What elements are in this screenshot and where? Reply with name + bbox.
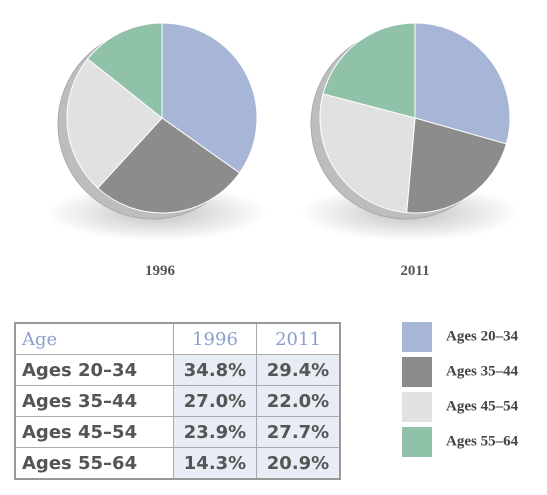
legend-label: Ages 45–54 bbox=[446, 398, 519, 414]
table-cell: Ages 20–34 bbox=[14, 354, 174, 386]
table-cell: Ages 35–44 bbox=[14, 385, 174, 417]
pie-slice bbox=[86, 22, 163, 120]
legend-swatch bbox=[402, 357, 432, 387]
legend-label: Ages 55–64 bbox=[446, 433, 519, 449]
legend-swatch bbox=[402, 392, 432, 422]
table-cell: Ages 55–64 bbox=[14, 447, 174, 480]
table-cell: 23.9% bbox=[173, 416, 257, 448]
table-cell: 27.7% bbox=[256, 416, 341, 448]
table-header: 2011 bbox=[256, 322, 341, 355]
data-table: Age 1996 2011 Ages 20–34 34.8% 29.4% Ages … bbox=[14, 322, 341, 480]
table-cell: 20.9% bbox=[256, 447, 341, 480]
table-cell: 22.0% bbox=[256, 385, 341, 417]
table-header: 1996 bbox=[173, 322, 257, 355]
pie-title: 1996 bbox=[145, 263, 176, 279]
pie-slice bbox=[161, 22, 258, 174]
table-cell: 34.8% bbox=[173, 354, 257, 386]
table-cell: 27.0% bbox=[173, 385, 257, 417]
table-cell: 14.3% bbox=[173, 447, 257, 480]
charts: 1996 2011 bbox=[47, 22, 520, 279]
pie-title: 2011 bbox=[400, 263, 429, 279]
pie-slice bbox=[97, 117, 241, 214]
legend-swatch bbox=[402, 322, 432, 352]
table-cell: Ages 45–54 bbox=[14, 416, 174, 448]
pie-slice bbox=[319, 93, 416, 214]
pie-slice bbox=[414, 22, 511, 145]
pie-slice bbox=[322, 22, 416, 119]
legend-label: Ages 20–34 bbox=[446, 328, 519, 344]
table-cell: 29.4% bbox=[256, 354, 341, 386]
pie-slice bbox=[66, 58, 163, 189]
table-header: Age bbox=[14, 322, 174, 355]
pie-slice bbox=[406, 117, 508, 214]
legend-swatch bbox=[402, 427, 432, 457]
legend-label: Ages 35–44 bbox=[446, 363, 519, 379]
